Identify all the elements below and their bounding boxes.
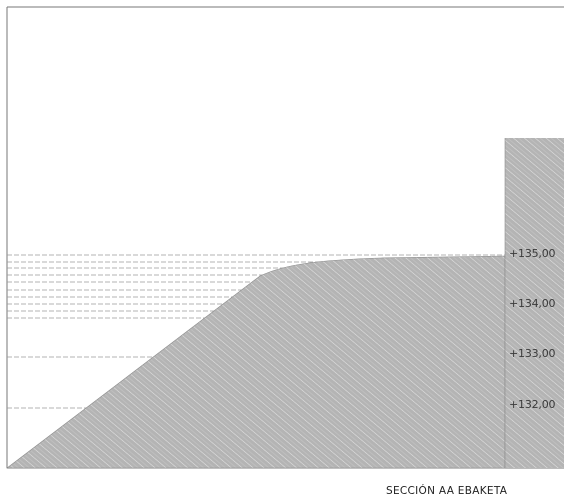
elevation-label-134: +134,00 xyxy=(509,297,556,310)
terrain-section xyxy=(6,255,506,469)
elevation-label-133: +133,00 xyxy=(509,347,556,360)
elevation-label-132: +132,00 xyxy=(509,398,556,411)
elevation-label-135: +135,00 xyxy=(509,247,556,260)
section-caption: SECCIÓN AA EBAKETA xyxy=(386,485,508,497)
wall-block xyxy=(505,138,564,468)
